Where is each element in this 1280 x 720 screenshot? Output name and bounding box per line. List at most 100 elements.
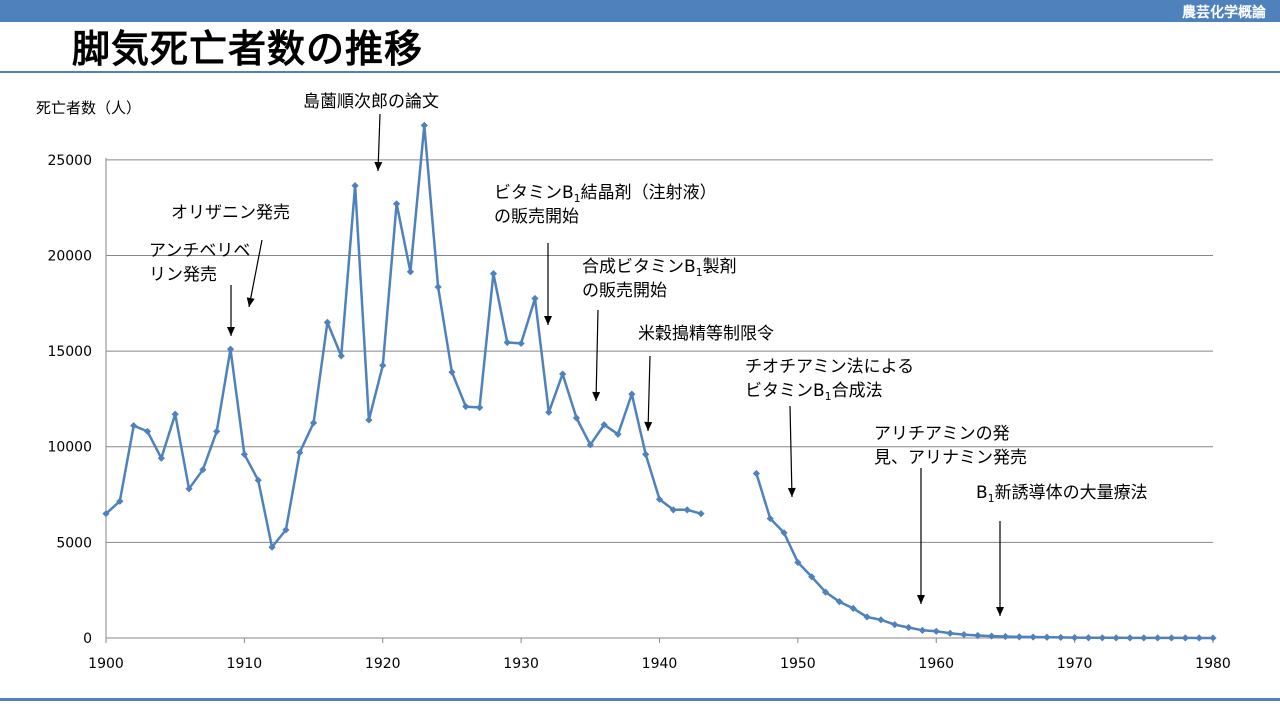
x-tick-label: 1940 (642, 656, 678, 672)
arrow-head (787, 487, 796, 497)
data-point (821, 588, 830, 596)
data-point (517, 339, 525, 348)
annotation-text: リン発売 (149, 265, 217, 285)
y-tick-label: 5000 (56, 535, 92, 551)
course-title: 農芸化学概論 (1182, 5, 1266, 21)
data-point (476, 403, 484, 412)
data-point (780, 529, 788, 537)
data-point (1001, 632, 1010, 641)
data-point (102, 510, 110, 518)
slide-title: 脚気死亡者数の推移 (72, 27, 424, 71)
data-point (531, 294, 539, 303)
annotation-text: 米穀搗精等制限令 (638, 324, 774, 344)
annotation-arrow (789, 405, 793, 498)
grid-lines (106, 159, 1213, 543)
header-bar: 農芸化学概論 (0, 0, 1280, 22)
series-line-segment (105, 124, 702, 549)
data-point (877, 616, 885, 624)
annotation-text: 島薗順次郎の論文 (303, 92, 439, 112)
data-point (1195, 634, 1203, 642)
y-tick-label: 10000 (47, 440, 92, 456)
data-point (1043, 633, 1051, 641)
annotation-text: 合成ビタミンB1製剤 (582, 257, 737, 279)
arrow-head (592, 391, 601, 401)
data-point (489, 270, 498, 278)
data-point (1112, 634, 1120, 642)
data-point (766, 514, 774, 523)
data-point (683, 506, 691, 514)
y-axis-tick-labels: 0 5000 10000 15000 20000 25000 (47, 153, 92, 647)
arrow-head (374, 161, 383, 171)
series-lines (105, 124, 1213, 640)
data-point (946, 629, 954, 637)
data-point (752, 469, 760, 478)
annotation-text: 見、アリナミン発売 (874, 448, 1027, 468)
arrow-head (917, 595, 925, 604)
annotation-arrow (595, 309, 599, 402)
y-tick-label: 0 (83, 631, 92, 647)
arrow-head (644, 421, 653, 431)
data-point (835, 598, 843, 606)
data-point (199, 466, 207, 474)
x-tick-label: 1980 (1195, 656, 1231, 672)
data-point (1209, 634, 1217, 642)
annotation-text: アンチベリベ (149, 241, 250, 261)
data-point (116, 497, 124, 505)
data-point (863, 613, 871, 621)
data-point (448, 368, 456, 376)
annotation-text: ビタミンB1合成法 (745, 381, 883, 403)
data-point (655, 495, 664, 503)
annotation-text: ビタミンB1結晶剤（注射液） (494, 183, 717, 205)
data-point (545, 408, 553, 416)
x-tick-label: 1930 (503, 656, 539, 672)
data-point (143, 427, 152, 436)
data-point (434, 283, 442, 291)
data-point (669, 506, 677, 514)
annotation-text: の販売開始 (582, 281, 667, 301)
x-axis-tick-labels: 1900 1910 1920 1930 1940 1950 1960 1970 1980 (88, 656, 1231, 672)
data-point (351, 182, 359, 190)
arrow-head (544, 316, 552, 325)
annotation-text: チオチアミン法による (745, 357, 914, 377)
data-point (932, 627, 940, 635)
data-point (213, 427, 221, 436)
data-point (462, 402, 470, 411)
data-point (628, 390, 636, 398)
data-point (323, 318, 331, 326)
data-point (406, 268, 415, 276)
data-point (1181, 634, 1189, 642)
data-point (849, 604, 857, 612)
data-point (904, 623, 913, 632)
annotation-text: オリザニン発売 (171, 203, 290, 223)
data-point (988, 632, 996, 640)
data-point (1057, 633, 1065, 642)
data-point (157, 454, 165, 462)
data-point (1071, 634, 1079, 642)
data-point (697, 510, 705, 518)
data-point (1140, 634, 1148, 642)
title-divider (0, 71, 1280, 73)
data-point (586, 441, 594, 449)
annotation-arrow (647, 355, 651, 432)
x-tick-label: 1960 (918, 656, 954, 672)
data-point (254, 476, 262, 484)
data-point (226, 345, 235, 353)
data-point (1098, 634, 1106, 642)
x-tick-label: 1970 (1057, 656, 1093, 672)
data-point (1015, 633, 1023, 641)
annotation-arrow (377, 113, 381, 172)
annotation-text: アリチアミンの発 (874, 424, 1010, 444)
data-point (960, 630, 968, 639)
arrow-head (246, 297, 255, 307)
data-point (642, 450, 650, 458)
data-point (1126, 634, 1134, 642)
y-tick-label: 15000 (47, 344, 92, 360)
arrow-head (996, 607, 1004, 616)
data-point (559, 370, 567, 378)
data-point (296, 448, 304, 457)
x-tick-label: 1950 (780, 656, 816, 672)
data-point (268, 543, 276, 551)
x-tick-label: 1900 (88, 656, 124, 672)
data-point (392, 200, 401, 208)
